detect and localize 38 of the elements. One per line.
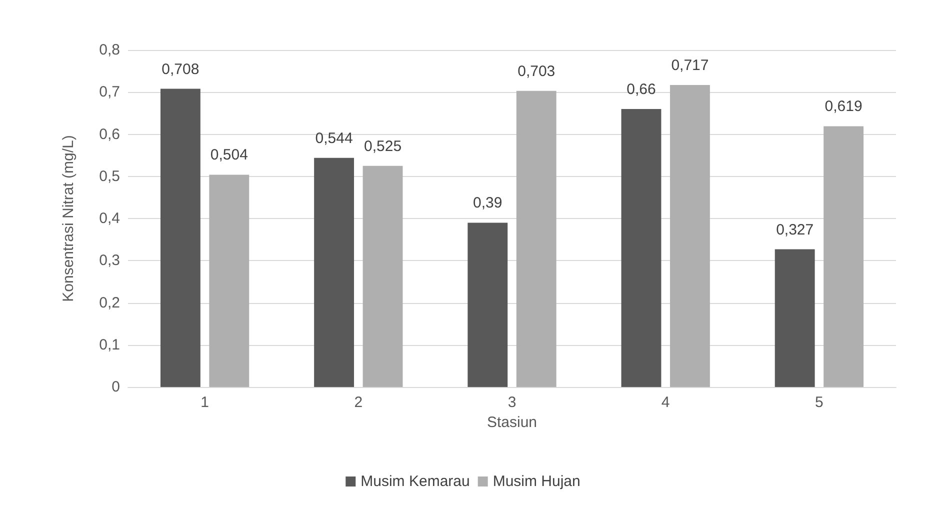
bar xyxy=(670,84,710,387)
data-label: 0,39 xyxy=(473,194,502,212)
data-label: 0,544 xyxy=(315,130,353,147)
legend-label: Musim Hujan xyxy=(492,473,580,490)
bar xyxy=(516,90,556,387)
y-tick-label: 0,2 xyxy=(99,294,120,312)
y-tick-label: 0,7 xyxy=(99,84,120,101)
bar xyxy=(774,249,815,387)
x-axis-title: Stasiun xyxy=(486,414,538,431)
y-tick-label: 0,8 xyxy=(99,42,120,58)
y-tick-label: 0,6 xyxy=(99,126,120,143)
x-tick-label: 5 xyxy=(815,394,824,411)
x-tick-label: 4 xyxy=(661,394,670,411)
data-label: 0,327 xyxy=(776,221,814,238)
bar xyxy=(209,174,250,387)
data-label: 0,525 xyxy=(364,138,402,155)
bar xyxy=(314,158,354,387)
data-label: 0,66 xyxy=(626,80,656,98)
bar xyxy=(468,222,508,387)
bar xyxy=(621,108,662,387)
data-label: 0,717 xyxy=(671,56,709,74)
bar xyxy=(362,166,403,387)
data-label: 0,504 xyxy=(210,146,248,164)
y-tick-label: 0,5 xyxy=(99,168,120,185)
y-tick-label: 0,1 xyxy=(99,336,120,354)
data-label: 0,619 xyxy=(824,98,862,116)
bar xyxy=(160,88,200,387)
data-label: 0,703 xyxy=(518,62,556,80)
y-tick-label: 0,3 xyxy=(99,252,120,270)
bar xyxy=(824,126,864,387)
legend-label: Musim Kemarau xyxy=(360,473,470,490)
x-tick-label: 2 xyxy=(354,394,363,411)
y-tick-label: 0,4 xyxy=(99,210,120,227)
x-tick-label: 3 xyxy=(508,394,516,411)
y-tick-label: 0 xyxy=(112,378,120,396)
data-label: 0,708 xyxy=(162,60,200,78)
y-axis-title: Konsentrasi Nitrat (mg/L) xyxy=(60,135,77,302)
x-tick-label: 1 xyxy=(200,394,209,411)
